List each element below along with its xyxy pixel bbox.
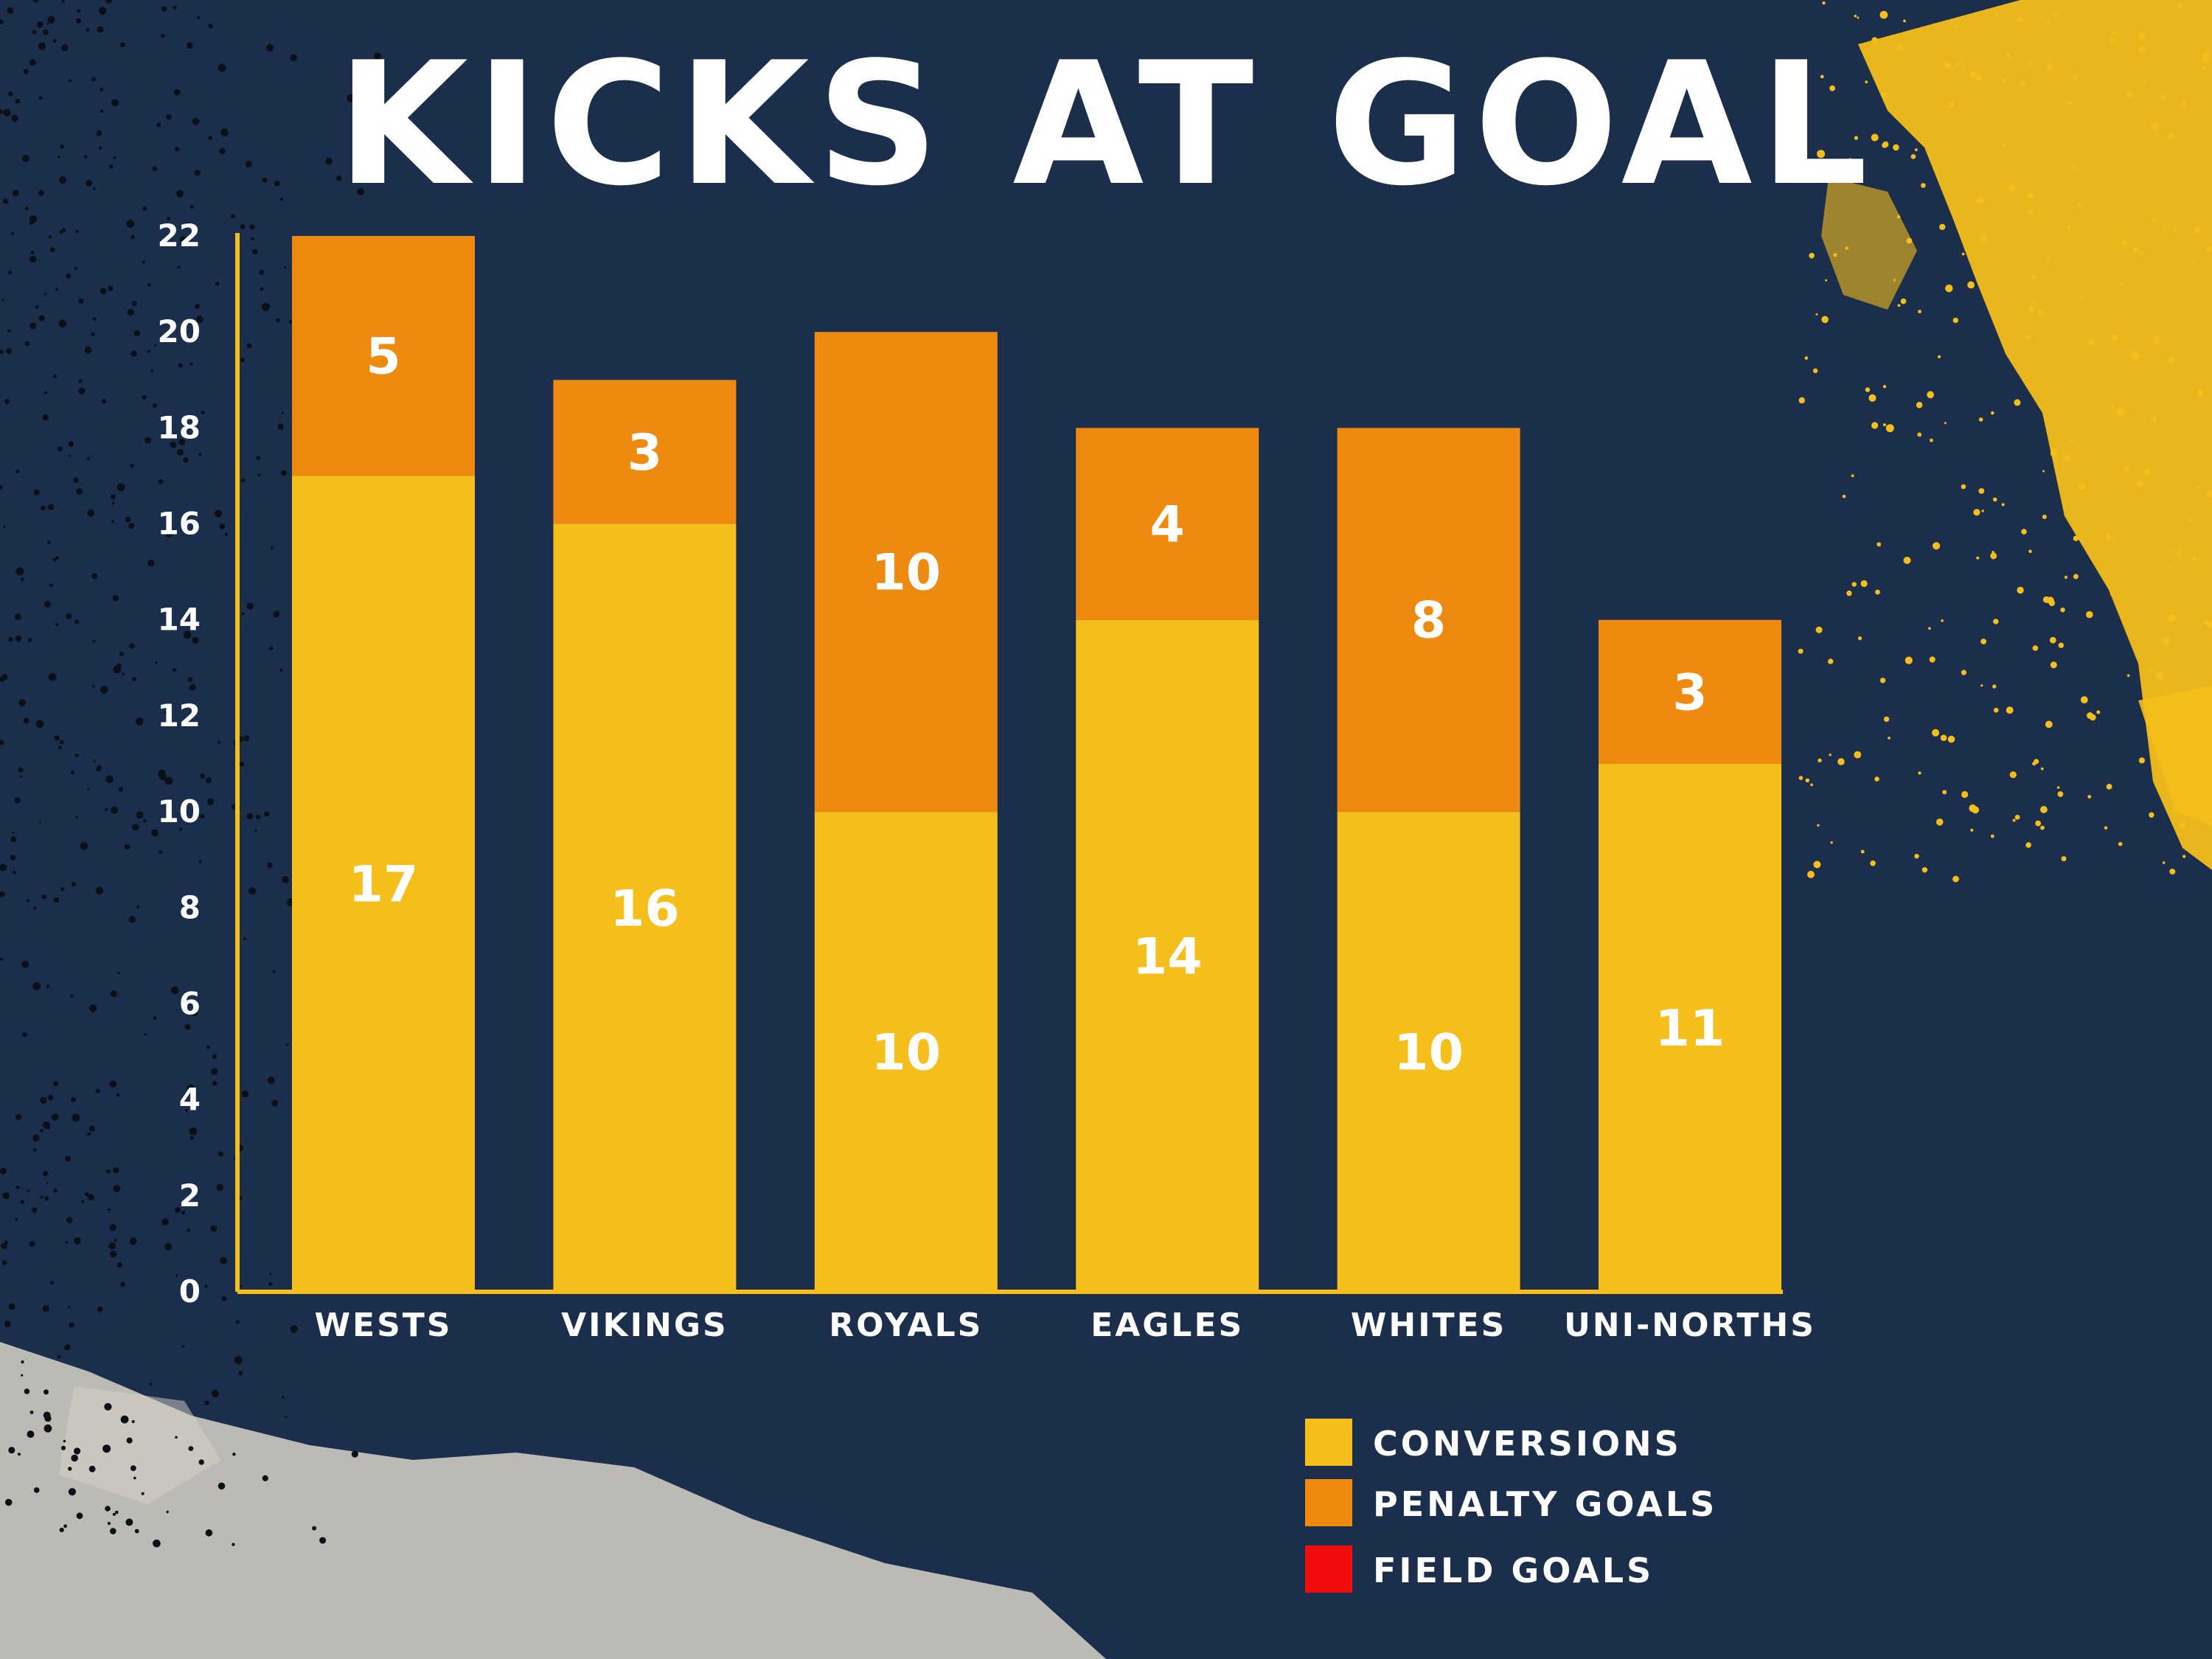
- y-tick-label: 10: [158, 793, 201, 830]
- data-label: 4: [1150, 496, 1185, 554]
- data-label: 3: [1672, 664, 1707, 722]
- bar-segment-conversions: [553, 524, 737, 1293]
- x-tick-labels: WESTS VIKINGS ROYALS EAGLES WHITES UNI-NORTHS: [315, 1307, 1816, 1344]
- legend-swatch: [1305, 1419, 1352, 1466]
- bar-segment-penalty-goals: [1599, 619, 1781, 764]
- bar-segment-conversions: [1337, 812, 1520, 1292]
- data-label: 17: [349, 856, 419, 914]
- y-tick-labels: 0 2 4 6 8 10 12 14 16 18 20 22: [158, 218, 201, 1310]
- bar-segment-penalty-goals: [1076, 428, 1259, 620]
- bar-segment-conversions: [292, 476, 475, 1292]
- data-label: 14: [1133, 928, 1203, 986]
- x-tick-label: VIKINGS: [561, 1307, 728, 1344]
- bar-segment-penalty-goals: [292, 236, 475, 476]
- chart-title: KICKS AT GOAL: [336, 27, 1876, 223]
- y-tick-label: 14: [158, 602, 201, 638]
- y-tick-label: 20: [158, 313, 201, 349]
- data-label: 10: [871, 544, 941, 602]
- bar-segment-penalty-goals: [1337, 428, 1520, 813]
- legend-label: PENALTY GOALS: [1373, 1484, 1717, 1524]
- data-label: 10: [871, 1024, 941, 1082]
- x-tick-label: WESTS: [315, 1307, 453, 1344]
- x-tick-label: ROYALS: [829, 1307, 983, 1344]
- legend-label: FIELD GOALS: [1373, 1551, 1654, 1590]
- y-tick-label: 0: [179, 1273, 201, 1310]
- x-tick-label: WHITES: [1351, 1307, 1507, 1344]
- data-label: 10: [1394, 1024, 1464, 1082]
- y-tick-label: 2: [179, 1178, 201, 1214]
- y-tick-label: 22: [158, 218, 201, 254]
- x-tick-label: UNI-NORTHS: [1564, 1307, 1816, 1344]
- data-label: 16: [610, 880, 680, 938]
- data-labels: 17 5 16 3 10 10 14 4 10 8 11 3: [349, 328, 1725, 1082]
- y-tick-label: 12: [158, 698, 201, 734]
- data-label: 3: [627, 424, 662, 482]
- data-label: 11: [1655, 1000, 1725, 1058]
- bar-segment-penalty-goals: [814, 332, 998, 813]
- bar-segment-penalty-goals: [553, 380, 737, 524]
- data-label: 5: [366, 328, 400, 386]
- legend-swatch: [1305, 1479, 1352, 1526]
- y-tick-label: 16: [158, 506, 201, 542]
- data-label: 8: [1411, 592, 1446, 650]
- y-tick-label: 8: [179, 889, 201, 925]
- y-tick-label: 18: [158, 409, 201, 445]
- bars: [292, 236, 1781, 1293]
- x-tick-label: EAGLES: [1091, 1307, 1244, 1344]
- bar-segment-conversions: [814, 812, 998, 1292]
- axes: [235, 233, 1783, 1294]
- legend-label: CONVERSIONS: [1373, 1424, 1682, 1464]
- legend-swatch: [1305, 1545, 1352, 1593]
- bar-segment-conversions: [1599, 764, 1781, 1292]
- legend: CONVERSIONS PENALTY GOALS FIELD GOALS: [1305, 1419, 1717, 1593]
- y-tick-label: 4: [179, 1082, 201, 1118]
- y-tick-label: 6: [179, 985, 201, 1021]
- bar-segment-conversions: [1076, 619, 1259, 1292]
